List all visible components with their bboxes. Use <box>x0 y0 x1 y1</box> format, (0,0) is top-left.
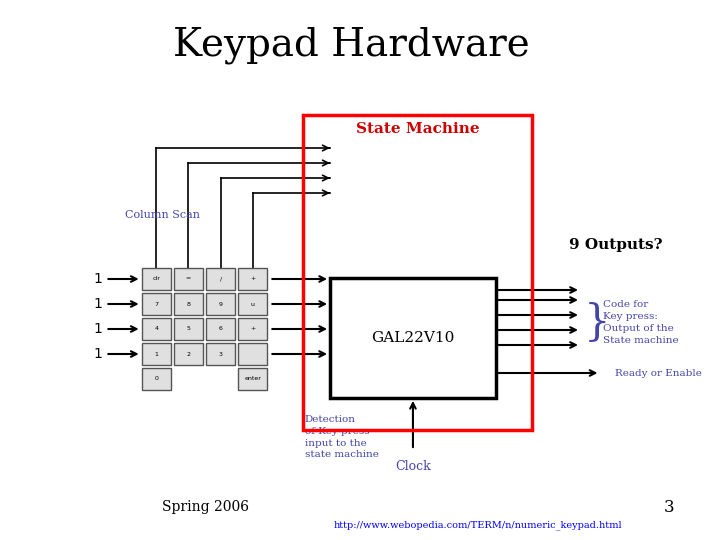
Text: 6: 6 <box>219 327 222 332</box>
Bar <box>302 115 532 430</box>
Text: 1: 1 <box>93 322 102 336</box>
Bar <box>206 293 235 315</box>
Text: Ready or Enable: Ready or Enable <box>615 368 702 377</box>
Text: 1: 1 <box>93 347 102 361</box>
Bar <box>142 268 171 290</box>
Text: 9 Outputs?: 9 Outputs? <box>569 238 662 252</box>
Text: http://www.webopedia.com/TERM/n/numeric_keypad.html: http://www.webopedia.com/TERM/n/numeric_… <box>334 520 623 530</box>
Text: clr: clr <box>152 276 160 281</box>
Text: Spring 2006: Spring 2006 <box>161 500 248 514</box>
Text: +: + <box>251 327 256 332</box>
Bar <box>238 368 268 390</box>
Text: enter: enter <box>244 376 261 381</box>
Bar <box>174 318 203 340</box>
Text: 5: 5 <box>186 327 190 332</box>
Bar <box>206 343 235 365</box>
Text: u: u <box>251 301 255 307</box>
Text: 4: 4 <box>154 327 158 332</box>
Text: +: + <box>251 276 256 281</box>
Text: 2: 2 <box>186 352 190 356</box>
Bar <box>206 268 235 290</box>
Text: Keypad Hardware: Keypad Hardware <box>173 26 530 64</box>
Bar <box>174 293 203 315</box>
Text: 9: 9 <box>219 301 222 307</box>
Text: 3: 3 <box>219 352 222 356</box>
Text: 1: 1 <box>93 272 102 286</box>
Text: /: / <box>220 276 222 281</box>
Bar <box>174 343 203 365</box>
Text: 1: 1 <box>154 352 158 356</box>
Text: State Machine: State Machine <box>356 122 479 136</box>
Text: =: = <box>186 276 191 281</box>
Text: 1: 1 <box>93 297 102 311</box>
Text: 0: 0 <box>154 376 158 381</box>
Text: 3: 3 <box>663 498 674 516</box>
Bar <box>142 343 171 365</box>
Bar <box>238 268 268 290</box>
Text: Code for
Key press:
Output of the
State machine: Code for Key press: Output of the State … <box>603 300 679 345</box>
Text: Detection
of Key press=
input to the
state machine: Detection of Key press= input to the sta… <box>305 415 379 460</box>
Bar <box>142 293 171 315</box>
Text: 8: 8 <box>186 301 190 307</box>
Bar <box>142 318 171 340</box>
Text: 7: 7 <box>154 301 158 307</box>
Bar <box>330 278 496 398</box>
Text: }: } <box>584 301 611 343</box>
Text: Column Scan: Column Scan <box>125 210 200 220</box>
Text: Clock: Clock <box>395 460 431 473</box>
Bar <box>238 293 268 315</box>
Text: GAL22V10: GAL22V10 <box>372 331 454 345</box>
Bar <box>206 318 235 340</box>
Bar <box>238 318 268 340</box>
Bar <box>238 343 268 365</box>
Bar <box>142 368 171 390</box>
Bar <box>174 268 203 290</box>
